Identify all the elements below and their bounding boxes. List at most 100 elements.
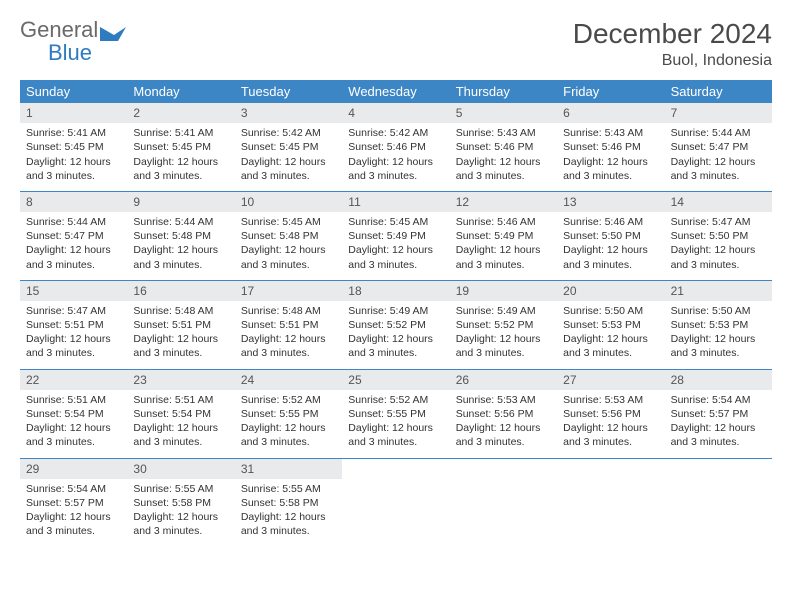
daylight-text: Daylight: 12 hours and 3 minutes. bbox=[563, 243, 658, 271]
sunset-text: Sunset: 5:53 PM bbox=[563, 318, 658, 332]
daylight-text: Daylight: 12 hours and 3 minutes. bbox=[241, 421, 336, 449]
day-number: 25 bbox=[342, 370, 449, 390]
sunset-text: Sunset: 5:49 PM bbox=[456, 229, 551, 243]
day-number: 16 bbox=[127, 281, 234, 301]
sunrise-text: Sunrise: 5:44 AM bbox=[133, 215, 228, 229]
sunset-text: Sunset: 5:50 PM bbox=[671, 229, 766, 243]
day-details: Sunrise: 5:47 AMSunset: 5:51 PMDaylight:… bbox=[20, 301, 127, 369]
day-details: Sunrise: 5:51 AMSunset: 5:54 PMDaylight:… bbox=[20, 390, 127, 458]
sunrise-text: Sunrise: 5:50 AM bbox=[671, 304, 766, 318]
flag-icon bbox=[100, 25, 126, 41]
day-cell: 1Sunrise: 5:41 AMSunset: 5:45 PMDaylight… bbox=[20, 103, 127, 191]
sunrise-text: Sunrise: 5:52 AM bbox=[348, 393, 443, 407]
day-cell: 17Sunrise: 5:48 AMSunset: 5:51 PMDayligh… bbox=[235, 281, 342, 369]
daylight-text: Daylight: 12 hours and 3 minutes. bbox=[133, 421, 228, 449]
sunset-text: Sunset: 5:54 PM bbox=[133, 407, 228, 421]
day-cell: 22Sunrise: 5:51 AMSunset: 5:54 PMDayligh… bbox=[20, 370, 127, 458]
day-details: Sunrise: 5:49 AMSunset: 5:52 PMDaylight:… bbox=[342, 301, 449, 369]
daylight-text: Daylight: 12 hours and 3 minutes. bbox=[456, 155, 551, 183]
day-number: 9 bbox=[127, 192, 234, 212]
sunrise-text: Sunrise: 5:43 AM bbox=[563, 126, 658, 140]
page-header: GeneralBlue December 2024 Buol, Indonesi… bbox=[20, 18, 772, 70]
day-number: 11 bbox=[342, 192, 449, 212]
day-details: Sunrise: 5:43 AMSunset: 5:46 PMDaylight:… bbox=[557, 123, 664, 191]
sunrise-text: Sunrise: 5:46 AM bbox=[563, 215, 658, 229]
weekday-label: Thursday bbox=[450, 80, 557, 103]
empty-cell bbox=[665, 459, 772, 547]
day-number: 1 bbox=[20, 103, 127, 123]
daylight-text: Daylight: 12 hours and 3 minutes. bbox=[26, 155, 121, 183]
sunrise-text: Sunrise: 5:42 AM bbox=[348, 126, 443, 140]
sunrise-text: Sunrise: 5:45 AM bbox=[241, 215, 336, 229]
sunset-text: Sunset: 5:51 PM bbox=[26, 318, 121, 332]
sunrise-text: Sunrise: 5:55 AM bbox=[241, 482, 336, 496]
daylight-text: Daylight: 12 hours and 3 minutes. bbox=[348, 155, 443, 183]
sunset-text: Sunset: 5:52 PM bbox=[348, 318, 443, 332]
daylight-text: Daylight: 12 hours and 3 minutes. bbox=[456, 421, 551, 449]
day-details: Sunrise: 5:43 AMSunset: 5:46 PMDaylight:… bbox=[450, 123, 557, 191]
sunrise-text: Sunrise: 5:52 AM bbox=[241, 393, 336, 407]
day-number: 23 bbox=[127, 370, 234, 390]
sunrise-text: Sunrise: 5:42 AM bbox=[241, 126, 336, 140]
sunset-text: Sunset: 5:52 PM bbox=[456, 318, 551, 332]
sunrise-text: Sunrise: 5:50 AM bbox=[563, 304, 658, 318]
day-details: Sunrise: 5:45 AMSunset: 5:49 PMDaylight:… bbox=[342, 212, 449, 280]
daylight-text: Daylight: 12 hours and 3 minutes. bbox=[456, 243, 551, 271]
sunrise-text: Sunrise: 5:49 AM bbox=[348, 304, 443, 318]
sunset-text: Sunset: 5:56 PM bbox=[563, 407, 658, 421]
sunset-text: Sunset: 5:51 PM bbox=[241, 318, 336, 332]
day-number: 5 bbox=[450, 103, 557, 123]
sunrise-text: Sunrise: 5:47 AM bbox=[671, 215, 766, 229]
sunrise-text: Sunrise: 5:41 AM bbox=[133, 126, 228, 140]
daylight-text: Daylight: 12 hours and 3 minutes. bbox=[133, 243, 228, 271]
day-details: Sunrise: 5:42 AMSunset: 5:46 PMDaylight:… bbox=[342, 123, 449, 191]
sunset-text: Sunset: 5:55 PM bbox=[348, 407, 443, 421]
day-details: Sunrise: 5:55 AMSunset: 5:58 PMDaylight:… bbox=[235, 479, 342, 547]
day-details: Sunrise: 5:52 AMSunset: 5:55 PMDaylight:… bbox=[235, 390, 342, 458]
day-number: 3 bbox=[235, 103, 342, 123]
day-number: 26 bbox=[450, 370, 557, 390]
day-details: Sunrise: 5:54 AMSunset: 5:57 PMDaylight:… bbox=[665, 390, 772, 458]
day-number: 27 bbox=[557, 370, 664, 390]
sunset-text: Sunset: 5:48 PM bbox=[133, 229, 228, 243]
week-row: 8Sunrise: 5:44 AMSunset: 5:47 PMDaylight… bbox=[20, 191, 772, 280]
month-title: December 2024 bbox=[573, 18, 772, 50]
sunrise-text: Sunrise: 5:48 AM bbox=[241, 304, 336, 318]
week-row: 1Sunrise: 5:41 AMSunset: 5:45 PMDaylight… bbox=[20, 103, 772, 191]
daylight-text: Daylight: 12 hours and 3 minutes. bbox=[26, 421, 121, 449]
day-cell: 10Sunrise: 5:45 AMSunset: 5:48 PMDayligh… bbox=[235, 192, 342, 280]
day-number: 20 bbox=[557, 281, 664, 301]
day-details: Sunrise: 5:45 AMSunset: 5:48 PMDaylight:… bbox=[235, 212, 342, 280]
sunrise-text: Sunrise: 5:53 AM bbox=[456, 393, 551, 407]
day-cell: 21Sunrise: 5:50 AMSunset: 5:53 PMDayligh… bbox=[665, 281, 772, 369]
weekday-header-row: Sunday Monday Tuesday Wednesday Thursday… bbox=[20, 80, 772, 103]
day-cell: 19Sunrise: 5:49 AMSunset: 5:52 PMDayligh… bbox=[450, 281, 557, 369]
day-details: Sunrise: 5:50 AMSunset: 5:53 PMDaylight:… bbox=[665, 301, 772, 369]
sunrise-text: Sunrise: 5:48 AM bbox=[133, 304, 228, 318]
day-cell: 24Sunrise: 5:52 AMSunset: 5:55 PMDayligh… bbox=[235, 370, 342, 458]
sunset-text: Sunset: 5:50 PM bbox=[563, 229, 658, 243]
sunrise-text: Sunrise: 5:47 AM bbox=[26, 304, 121, 318]
day-details: Sunrise: 5:54 AMSunset: 5:57 PMDaylight:… bbox=[20, 479, 127, 547]
day-cell: 4Sunrise: 5:42 AMSunset: 5:46 PMDaylight… bbox=[342, 103, 449, 191]
empty-cell bbox=[450, 459, 557, 547]
day-cell: 15Sunrise: 5:47 AMSunset: 5:51 PMDayligh… bbox=[20, 281, 127, 369]
sunset-text: Sunset: 5:46 PM bbox=[348, 140, 443, 154]
day-cell: 14Sunrise: 5:47 AMSunset: 5:50 PMDayligh… bbox=[665, 192, 772, 280]
weekday-label: Sunday bbox=[20, 80, 127, 103]
day-cell: 25Sunrise: 5:52 AMSunset: 5:55 PMDayligh… bbox=[342, 370, 449, 458]
daylight-text: Daylight: 12 hours and 3 minutes. bbox=[348, 332, 443, 360]
day-number: 18 bbox=[342, 281, 449, 301]
empty-cell bbox=[557, 459, 664, 547]
day-details: Sunrise: 5:53 AMSunset: 5:56 PMDaylight:… bbox=[450, 390, 557, 458]
day-number: 29 bbox=[20, 459, 127, 479]
day-number: 22 bbox=[20, 370, 127, 390]
day-number: 31 bbox=[235, 459, 342, 479]
sunset-text: Sunset: 5:53 PM bbox=[671, 318, 766, 332]
day-details: Sunrise: 5:41 AMSunset: 5:45 PMDaylight:… bbox=[127, 123, 234, 191]
sunrise-text: Sunrise: 5:51 AM bbox=[26, 393, 121, 407]
day-details: Sunrise: 5:47 AMSunset: 5:50 PMDaylight:… bbox=[665, 212, 772, 280]
day-details: Sunrise: 5:53 AMSunset: 5:56 PMDaylight:… bbox=[557, 390, 664, 458]
day-details: Sunrise: 5:44 AMSunset: 5:47 PMDaylight:… bbox=[665, 123, 772, 191]
calendar: Sunday Monday Tuesday Wednesday Thursday… bbox=[20, 80, 772, 546]
